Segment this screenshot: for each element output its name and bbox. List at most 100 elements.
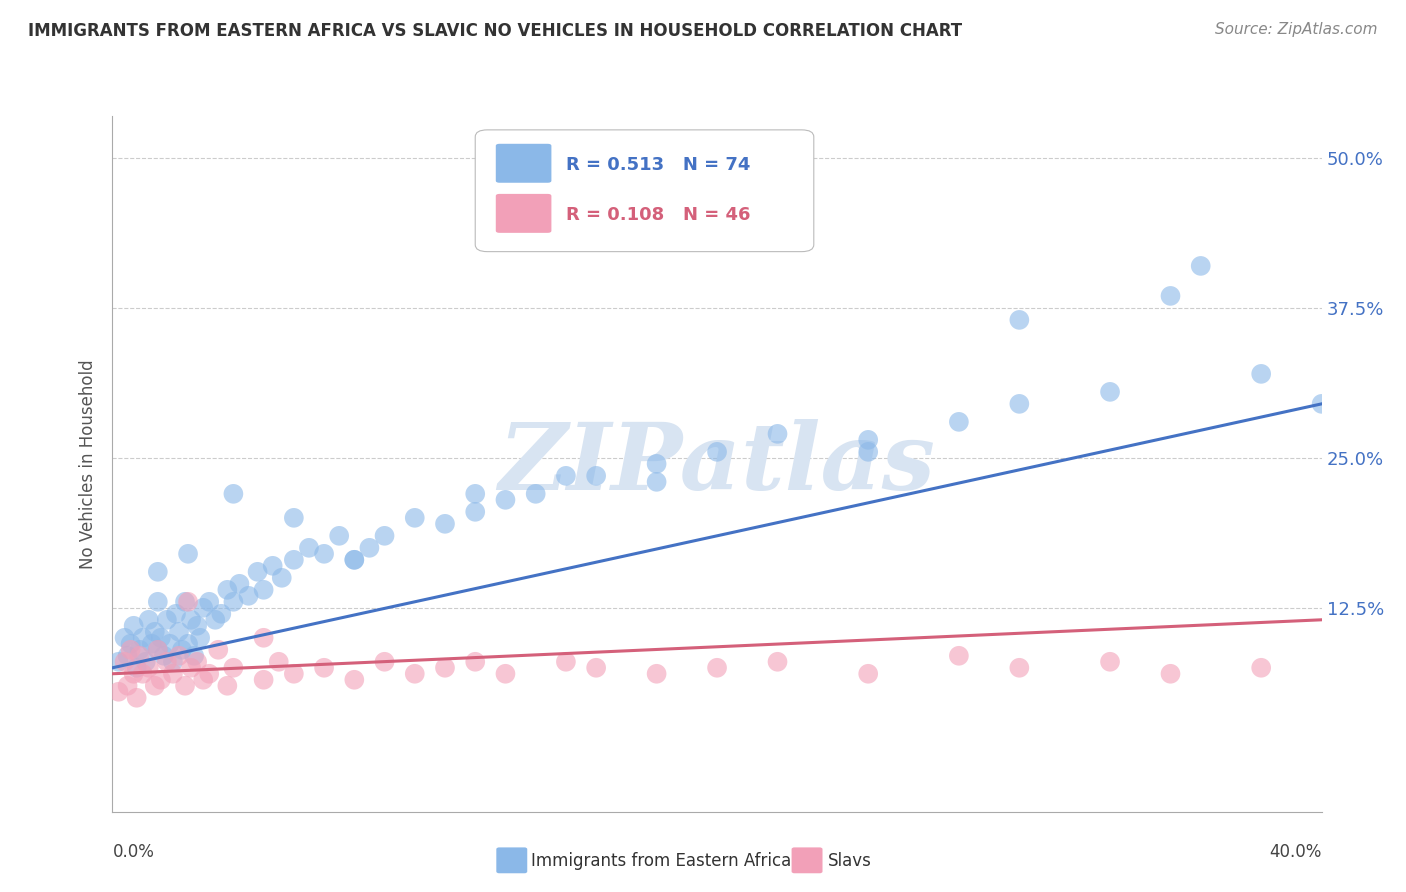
Text: Source: ZipAtlas.com: Source: ZipAtlas.com xyxy=(1215,22,1378,37)
Point xyxy=(766,426,789,441)
Point xyxy=(132,631,155,645)
Point xyxy=(222,595,245,609)
Point xyxy=(156,613,179,627)
Point xyxy=(125,661,148,675)
Point xyxy=(132,666,155,681)
Point xyxy=(267,655,290,669)
FancyBboxPatch shape xyxy=(475,130,814,252)
Point xyxy=(374,655,396,669)
Point xyxy=(1008,313,1031,327)
Point xyxy=(706,661,728,675)
Point xyxy=(141,637,163,651)
Point xyxy=(433,516,456,531)
Point xyxy=(253,673,276,687)
Point xyxy=(120,642,142,657)
Point xyxy=(138,661,160,675)
Point xyxy=(253,582,276,597)
Point xyxy=(1189,259,1212,273)
Point xyxy=(585,468,607,483)
Point xyxy=(343,673,366,687)
Point xyxy=(1008,661,1031,675)
Point xyxy=(856,445,880,459)
Point xyxy=(180,613,202,627)
Point xyxy=(283,666,305,681)
Point xyxy=(645,666,668,681)
Point xyxy=(554,655,576,669)
Point xyxy=(107,685,129,699)
Point xyxy=(122,666,145,681)
Point xyxy=(183,648,205,663)
Point xyxy=(156,655,179,669)
Point xyxy=(464,505,486,519)
Point xyxy=(217,582,239,597)
Point xyxy=(117,648,139,663)
Point xyxy=(165,607,187,621)
Point xyxy=(146,642,169,657)
Text: 0.0%: 0.0% xyxy=(112,843,155,861)
Text: Slavs: Slavs xyxy=(828,852,872,870)
Point xyxy=(180,661,202,675)
Point xyxy=(238,589,260,603)
Point xyxy=(222,661,245,675)
Point xyxy=(186,619,208,633)
Text: R = 0.108   N = 46: R = 0.108 N = 46 xyxy=(565,206,751,225)
Point xyxy=(404,511,426,525)
Point xyxy=(170,642,193,657)
Point xyxy=(162,655,184,669)
Point xyxy=(146,642,169,657)
Point xyxy=(314,547,336,561)
Point xyxy=(120,637,142,651)
Point xyxy=(359,541,381,555)
Text: ZIPatlas: ZIPatlas xyxy=(499,419,935,508)
Point xyxy=(404,666,426,681)
Point xyxy=(464,487,486,501)
Point xyxy=(283,511,305,525)
Point xyxy=(766,655,789,669)
Point xyxy=(433,661,456,675)
Point xyxy=(217,679,239,693)
Point xyxy=(222,487,245,501)
Point xyxy=(135,655,157,669)
Point xyxy=(117,679,139,693)
Point xyxy=(328,529,350,543)
Point xyxy=(1008,397,1031,411)
Point xyxy=(374,529,396,543)
Point xyxy=(948,648,970,663)
Point xyxy=(253,631,276,645)
Point xyxy=(207,642,229,657)
Point xyxy=(495,666,517,681)
Point xyxy=(1250,367,1272,381)
Point xyxy=(114,655,136,669)
Point xyxy=(177,547,200,561)
Point xyxy=(191,600,214,615)
Text: R = 0.513   N = 74: R = 0.513 N = 74 xyxy=(565,156,751,174)
Point xyxy=(143,624,166,639)
Point xyxy=(343,553,366,567)
Point xyxy=(188,631,211,645)
Point xyxy=(159,637,181,651)
Text: 40.0%: 40.0% xyxy=(1270,843,1322,861)
Point xyxy=(1250,661,1272,675)
Point xyxy=(283,553,305,567)
Point xyxy=(149,673,172,687)
Point xyxy=(138,613,160,627)
Point xyxy=(495,492,517,507)
Point xyxy=(228,576,250,591)
Point xyxy=(191,673,214,687)
Point xyxy=(1159,289,1181,303)
Point xyxy=(343,553,366,567)
Point xyxy=(262,558,284,573)
Point xyxy=(114,631,136,645)
Point xyxy=(146,565,169,579)
Point xyxy=(314,661,336,675)
Point xyxy=(149,631,172,645)
Point xyxy=(198,595,221,609)
Point xyxy=(128,648,150,663)
Point xyxy=(554,468,576,483)
Point xyxy=(1098,384,1121,399)
Point xyxy=(177,595,200,609)
Point xyxy=(122,619,145,633)
Point xyxy=(128,642,150,657)
Point xyxy=(524,487,547,501)
Point xyxy=(298,541,321,555)
